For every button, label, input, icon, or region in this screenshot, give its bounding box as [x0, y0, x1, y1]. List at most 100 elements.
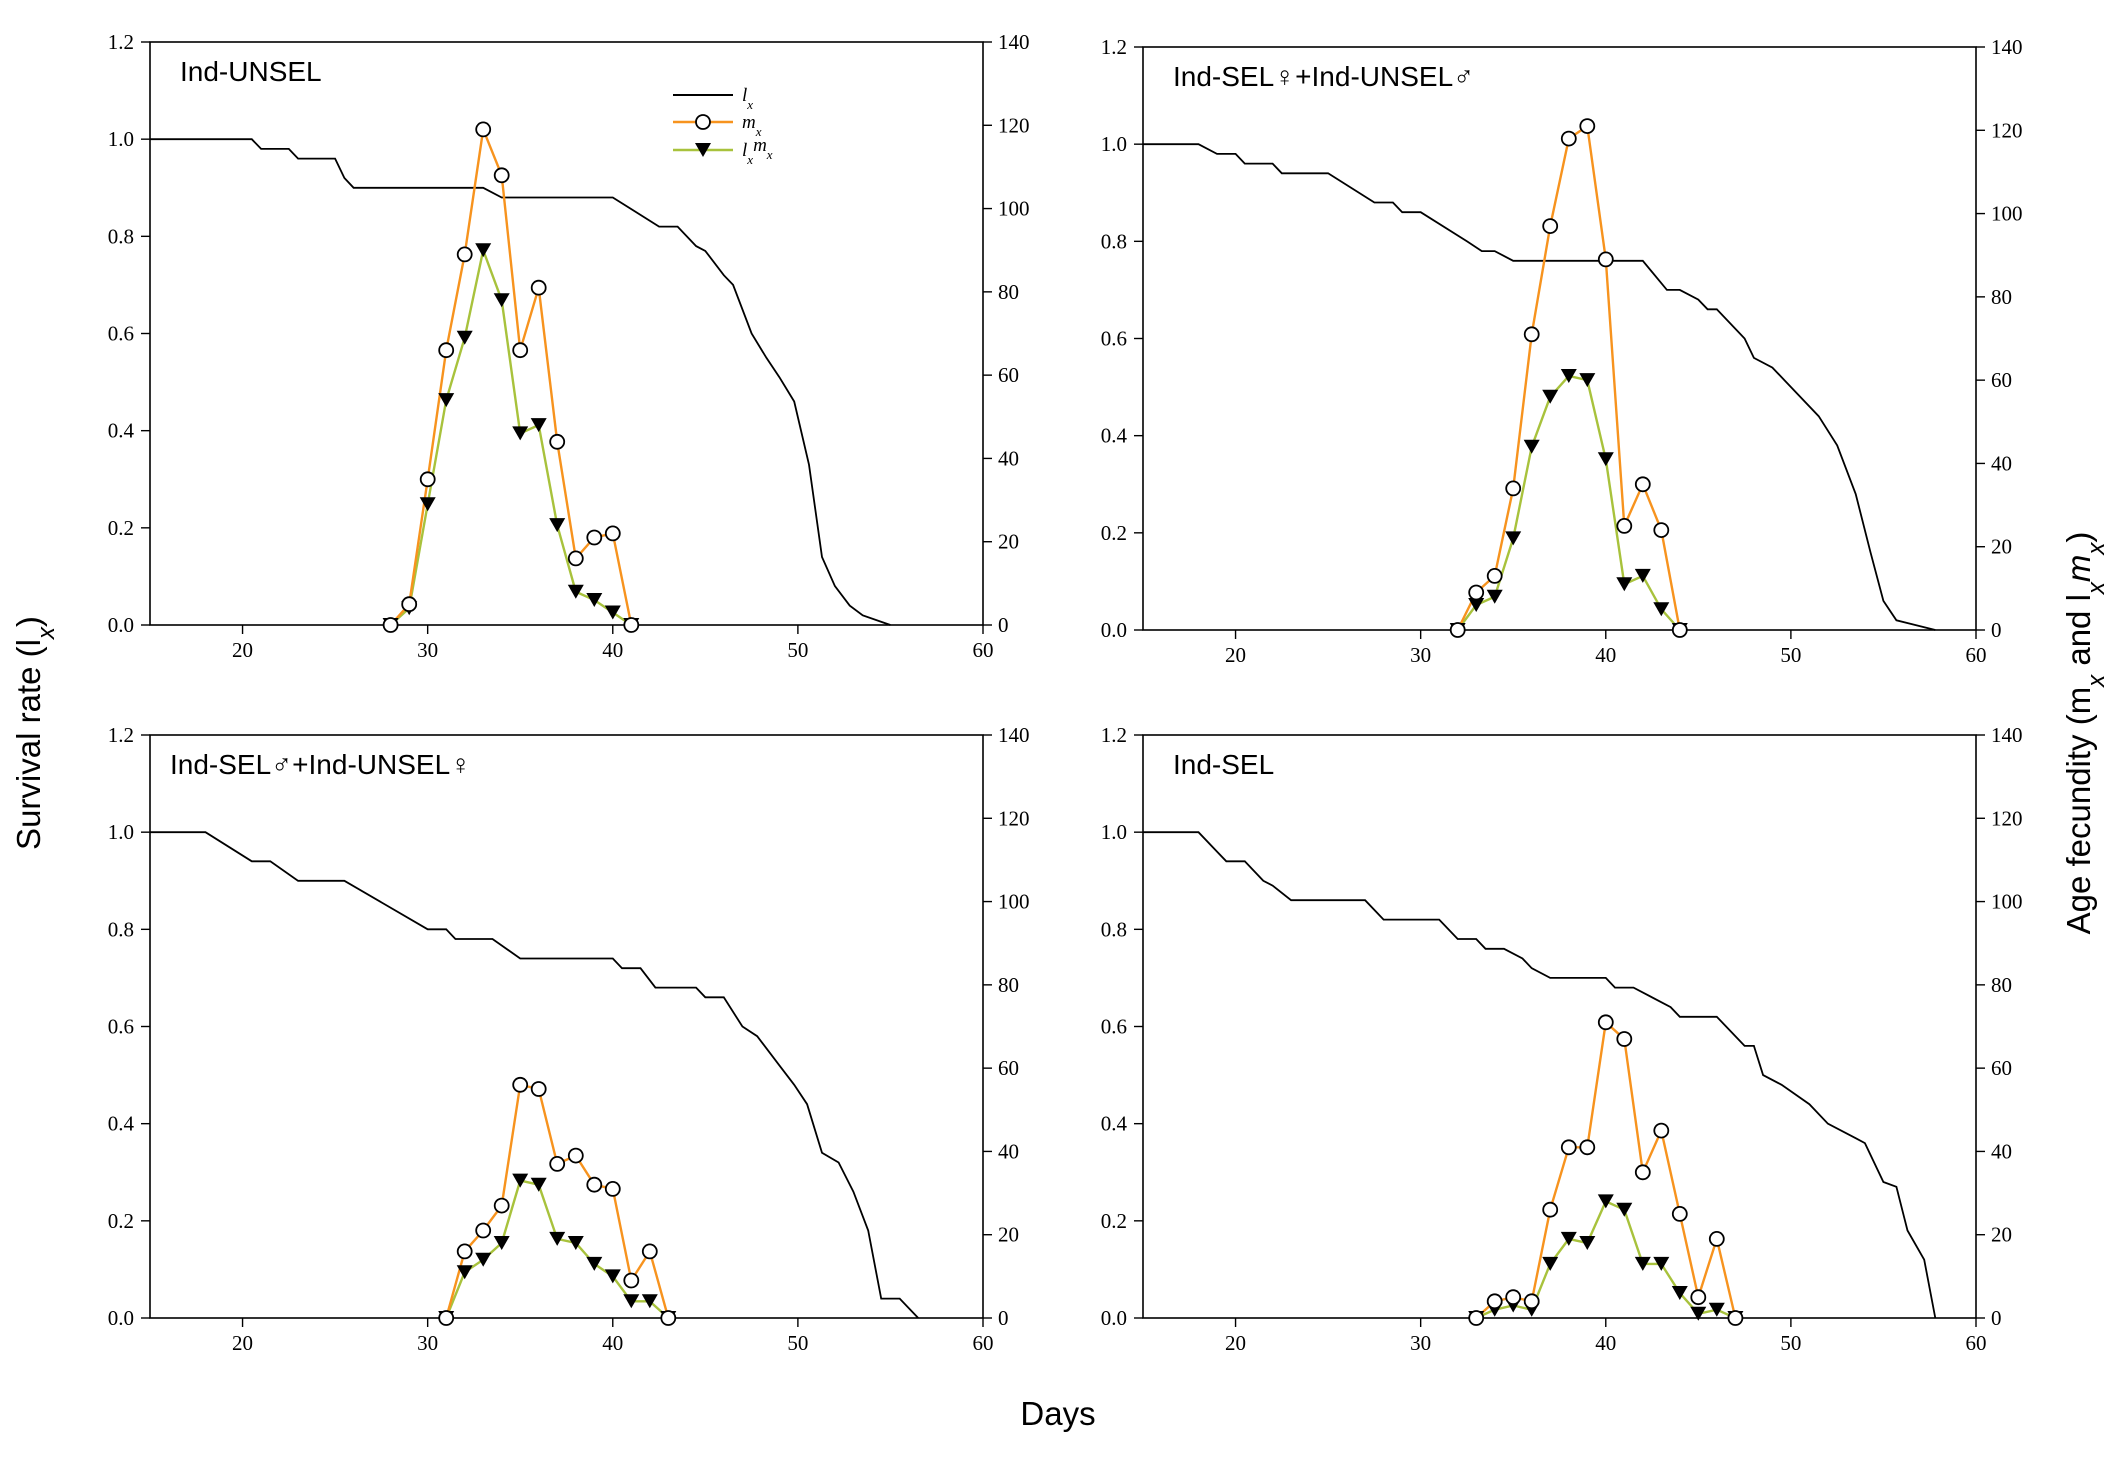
series-mx-point: [1616, 1031, 1633, 1047]
x-tick-label: 20: [232, 1331, 253, 1355]
series-lx-line: [150, 138, 891, 626]
series-mx-point: [1542, 218, 1559, 235]
series-mx-point: [419, 471, 436, 488]
y-right-tick-label: 60: [998, 363, 1019, 387]
series-lxmx-point: [1468, 598, 1485, 612]
series-mx-point: [530, 1081, 547, 1097]
series-lxmx-point: [586, 593, 603, 607]
x-tick-label: 20: [1225, 643, 1246, 667]
y-right-tick-label: 100: [1991, 890, 2023, 914]
series-mx-point: [1597, 251, 1614, 268]
x-tick-label: 20: [1225, 1331, 1246, 1355]
series-mx-point: [1505, 1289, 1522, 1306]
series-lxmx-point: [567, 1236, 584, 1250]
series-mx-point: [1653, 522, 1670, 538]
y-right-tick-label: 0: [1991, 618, 2002, 642]
x-axis-title: Days: [1020, 1395, 1095, 1432]
series-mx-point: [586, 529, 603, 546]
y-left-tick-label: 1.2: [1101, 35, 1127, 59]
series-mx-point: [438, 342, 455, 359]
y-left-tick-label: 0.6: [108, 1015, 134, 1039]
y-axis-right-title: Age fecundity (mx and lxmx): [2060, 532, 2110, 935]
series-mx-point: [1542, 1201, 1559, 1218]
y-right-tick-label: 20: [1991, 1223, 2012, 1247]
panel-title: Ind-SEL♀+Ind-UNSEL♂: [1173, 61, 1474, 92]
series-lxmx-point: [1579, 1236, 1596, 1250]
series-mx-point: [1597, 1014, 1614, 1031]
y-left-tick-label: 0.6: [1101, 1015, 1127, 1039]
y-left-tick-label: 1.0: [1101, 820, 1127, 844]
y-right-tick-label: 40: [998, 446, 1019, 470]
series-lxmx-point: [456, 330, 473, 345]
y-left-tick-label: 0.8: [1101, 917, 1127, 941]
series-mx-point: [530, 279, 547, 296]
plot-frame: [1142, 734, 1977, 1319]
y-right-tick-label: 60: [1991, 1056, 2012, 1080]
y-right-tick-label: 140: [1991, 35, 2023, 59]
plot-frame: [149, 41, 984, 626]
x-tick-label: 40: [602, 638, 623, 662]
y-left-tick-label: 0.0: [108, 613, 134, 637]
series-mx-point: [623, 1272, 640, 1289]
y-right-tick-label: 40: [1991, 1139, 2012, 1163]
y-right-tick-label: 100: [998, 197, 1030, 221]
series-lxmx-point: [475, 243, 492, 258]
series-lxmx-point: [604, 605, 621, 620]
panel-1: 20 30 40 50 60 0.0 0.2 0.4 0.6 0.8 1.0 1.2 0 20 40 60 80…: [108, 30, 1030, 662]
series-lxmx-point: [1505, 531, 1522, 546]
x-tick-label: 30: [417, 1331, 438, 1355]
series-mx-point: [1671, 1206, 1688, 1222]
panels: 20 30 40 50 60 0.0 0.2 0.4 0.6 0.8 1.0 1.2 0 20 40 60 80…: [108, 30, 2023, 1355]
y-left-tick-label: 1.2: [108, 30, 134, 54]
y-left-tick-label: 0.0: [1101, 618, 1127, 642]
y-left-tick-label: 0.0: [108, 1306, 134, 1330]
series-mx-point: [493, 1197, 510, 1214]
y-right-tick-label: 140: [1991, 723, 2023, 747]
y-left-tick-label: 0.8: [1101, 229, 1127, 253]
y-left-tick-label: 1.2: [1101, 723, 1127, 747]
x-tick-label: 50: [787, 638, 808, 662]
series-mx-point: [660, 1310, 677, 1326]
series-mx-point: [1579, 118, 1596, 134]
y-right-tick-label: 120: [998, 113, 1030, 137]
series-mx-point: [475, 121, 492, 138]
x-tick-label: 60: [1966, 643, 1987, 667]
y-left-tick-label: 0.4: [108, 419, 135, 443]
series-mx-point: [1634, 476, 1651, 493]
legend-mx-marker: [695, 114, 711, 130]
series-mx-point: [438, 1310, 455, 1326]
series-mx-point: [549, 433, 566, 450]
y-right-tick-label: 60: [1991, 368, 2012, 392]
x-tick-label: 40: [1595, 643, 1616, 667]
series-mx-point: [1468, 584, 1485, 601]
y-right-tick-label: 140: [998, 723, 1030, 747]
series-lxmx-point: [1486, 589, 1503, 604]
series-mx-point: [512, 1076, 529, 1093]
x-tick-label: 40: [1595, 1331, 1616, 1355]
series-lxmx-point: [1690, 1306, 1707, 1321]
y-right-tick-label: 120: [1991, 118, 2023, 142]
y-right-tick-label: 0: [1991, 1306, 2002, 1330]
panel-title: Ind-UNSEL: [180, 56, 322, 87]
series-mx-point: [1653, 1122, 1670, 1139]
series-lxmx-point: [1708, 1302, 1725, 1317]
series-lx-line: [1143, 831, 1937, 1319]
series-lxmx-point: [1579, 373, 1596, 388]
y-left-tick-label: 0.2: [108, 516, 134, 540]
series-lxmx-point: [438, 393, 455, 408]
series-lxmx-point: [530, 1177, 547, 1192]
y-left-tick-label: 0.6: [1101, 327, 1127, 351]
x-tick-label: 60: [1966, 1331, 1987, 1355]
series-lxmx-point: [623, 1294, 640, 1309]
y-right-tick-label: 40: [1991, 451, 2012, 475]
series-mx-point: [475, 1222, 492, 1239]
y-right-tick-label: 0: [998, 613, 1009, 637]
series-lxmx-point: [604, 1269, 621, 1284]
y-right-tick-label: 80: [998, 280, 1019, 304]
series-mx-point: [641, 1243, 658, 1260]
series-mx-point: [401, 596, 418, 613]
series-mx-point: [456, 246, 473, 263]
series-lxmx-point: [1597, 1194, 1614, 1209]
legend-lx-label: lx: [742, 85, 753, 112]
series-mx-point: [1468, 1310, 1485, 1326]
